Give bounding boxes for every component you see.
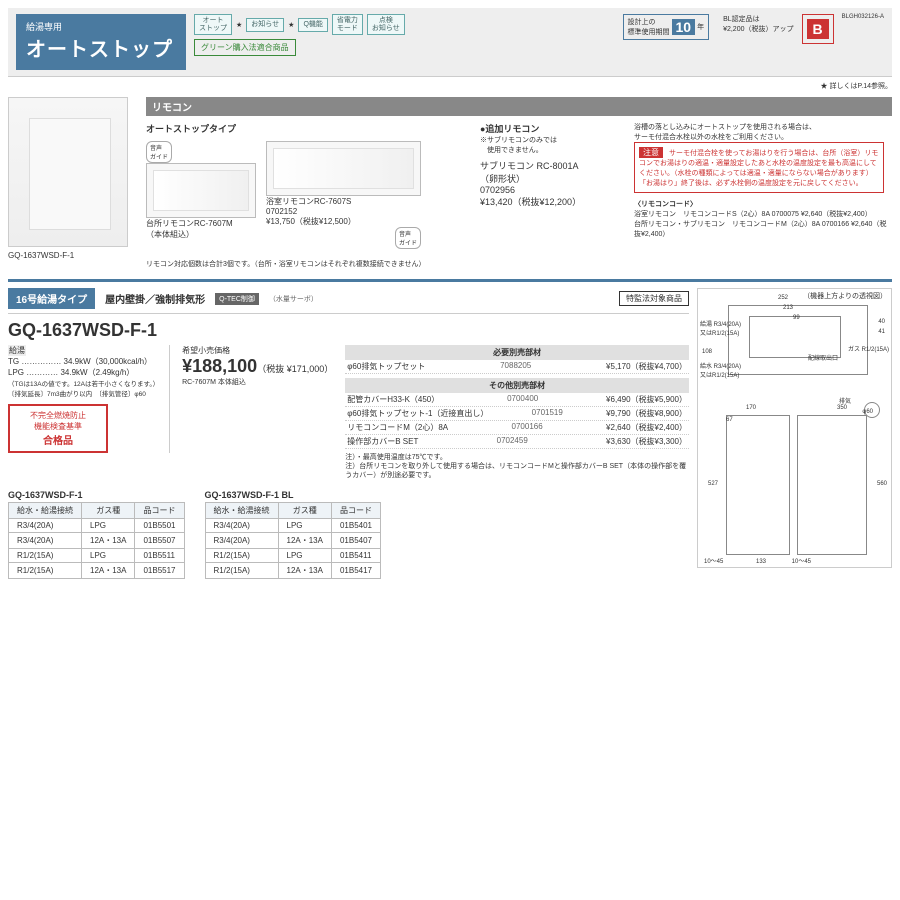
caution-label: 注意 <box>639 147 663 158</box>
bl-price-note: BL認定品は ¥2,200（税抜）アップ <box>723 14 793 34</box>
bl-b-icon: B <box>807 19 829 39</box>
dimension-drawing: （機器上方よりの透視図） 252 213 99 41 40 108 給湯 R3/… <box>697 288 892 568</box>
code-table-2: GQ-1637WSD-F-1 BL 給水・給湯接続ガス種品コードR3/4(20A… <box>205 490 382 579</box>
feature-badge: Q機能 <box>298 18 327 32</box>
bl-code: BLGH032126-A <box>842 14 884 20</box>
table-row: R1/2(15A)12A・13A01B5417 <box>205 563 381 579</box>
option-row: 配管カバーH33-K（450）0700400¥6,490（税抜¥5,900） <box>345 393 689 407</box>
feature-badge: 点検 お知らせ <box>367 14 405 35</box>
gas-spec: 給湯 TG …………… 34.9kW（30,000kcal/h） LPG ………… <box>8 345 170 453</box>
kitchen-remote: 音声 ガイド 台所リモコンRC-7607M （本体組込） <box>146 141 256 249</box>
table-row: R3/4(20A)LPG01B5501 <box>9 519 185 533</box>
bath-remote-image <box>266 141 421 196</box>
design-life-badge: 設計上の 標準使用期間 10 年 <box>623 14 710 40</box>
option-row: φ60排気トップセット-1（近接直出し）0701519¥9,790（税抜¥8,9… <box>345 407 689 421</box>
additional-remote: ●追加リモコン ※サブリモコンのみでは 使用できません。 サブリモコン RC-8… <box>480 122 620 269</box>
remote-type-label: オートストップタイプ <box>146 122 466 135</box>
badge-column: オート ストップ★お知らせ★Q機能省電力 モード点検 お知らせ グリーン購入法適… <box>194 14 405 56</box>
required-options-header: 必要別売部材 <box>345 345 689 360</box>
product-image-block: GQ-1637WSD-F-1 <box>8 97 138 269</box>
voice-guide-icon: 音声 ガイド <box>146 141 172 163</box>
qtec-badge: Q-TEC制御 <box>215 293 259 305</box>
feature-badge: 省電力 モード <box>332 14 363 35</box>
option-row: 操作部カバーB SET0702459¥3,630（税抜¥3,300） <box>345 435 689 449</box>
option-row: φ60排気トップセット7088205¥5,170（税抜¥4,700） <box>345 360 689 374</box>
star-footnote: ★ 詳しくはP.14参照。 <box>8 81 892 91</box>
drop-in-note: 浴槽の落とし込みにオートストップを使用される場合は、 サーモ付混合水栓以外の水栓… <box>634 122 892 142</box>
table-row: R1/2(15A)LPG01B5411 <box>205 549 381 563</box>
bl-mark: B <box>802 14 834 44</box>
table-row: R3/4(20A)12A・13A01B5507 <box>9 533 185 549</box>
option-row: リモコンコードM（2心）8A0700166¥2,640（税抜¥2,400） <box>345 421 689 435</box>
certification-box: 不完全燃焼防止 機能検査基準 合格品 <box>8 404 108 453</box>
side-view <box>797 415 867 555</box>
options-tables: 必要別売部材 φ60排気トップセット7088205¥5,170（税抜¥4,700… <box>345 345 689 480</box>
category-small: 給湯専用 <box>26 20 176 33</box>
table-row: R1/2(15A)12A・13A01B5517 <box>9 563 185 579</box>
options-footnote: 注）台所リモコンを取り外して使用する場合は、リモコンコードMと操作部カバーB S… <box>345 462 689 480</box>
law-badge: 特監法対象商品 <box>619 291 689 306</box>
capacity-tag: 16号給湯タイプ <box>8 288 95 309</box>
code-table-1: GQ-1637WSD-F-1 給水・給湯接続ガス種品コードR3/4(20A)LP… <box>8 490 185 579</box>
feature-badge: お知らせ <box>246 18 284 32</box>
caution-text: サーモ付混合栓を使ってお湯はりを行う場合は、台所（浴室）リモコンでお湯はりの適温… <box>639 150 878 187</box>
voice-guide-icon: 音声 ガイド <box>395 227 421 249</box>
table-row: R3/4(20A)LPG01B5401 <box>205 519 381 533</box>
front-view <box>726 415 790 555</box>
category-title: 給湯専用 オートストップ <box>16 14 186 70</box>
table-row: R1/2(15A)LPG01B5511 <box>9 549 185 563</box>
feature-badge: オート ストップ <box>194 14 232 35</box>
remote-section-header: リモコン <box>146 97 892 116</box>
kitchen-remote-image <box>146 163 256 218</box>
caution-box: 注意 サーモ付混合栓を使ってお湯はりを行う場合は、台所（浴室）リモコンでお湯はり… <box>634 142 884 193</box>
green-purchase-badge: グリーン購入法適合商品 <box>194 39 296 56</box>
header-bar: 給湯専用 オートストップ オート ストップ★お知らせ★Q機能省電力 モード点検 … <box>8 8 892 77</box>
bath-remote: 浴室リモコンRC-7607S 0702152 ¥13,750（税抜¥12,500… <box>266 141 421 249</box>
remote-capacity-note: リモコン対応個数は合計3個です。（台所・浴室リモコンはそれぞれ複数接続できません… <box>146 259 466 269</box>
remote-cord-block: 〈リモコンコード〉 浴室リモコン リモコンコードS（2心）8A 0700075 … <box>634 199 892 239</box>
product-image-caption: GQ-1637WSD-F-1 <box>8 251 138 260</box>
section-divider <box>8 279 892 282</box>
mount-type: 屋内壁掛／強制排気形 <box>105 291 205 306</box>
other-options-header: その他別売部材 <box>345 378 689 393</box>
cord-row: 浴室リモコン リモコンコードS（2心）8A 0700075 ¥2,640（税抜¥… <box>634 209 892 219</box>
price-block: 希望小売価格 ¥188,100（税抜 ¥171,000） RC-7607M 本体… <box>182 345 333 387</box>
table-row: R3/4(20A)12A・13A01B5407 <box>205 533 381 549</box>
price-main: ¥188,100 <box>182 356 257 376</box>
cord-row: 台所リモコン・サブリモコン リモコンコードM（2心）8A 0700166 ¥2,… <box>634 219 892 239</box>
options-footnote: 注）・最高使用温度は75℃です。 <box>345 453 689 462</box>
servo-note: （水量サーボ） <box>269 294 318 304</box>
product-image <box>8 97 128 247</box>
model-number: GQ-1637WSD-F-1 <box>8 320 689 341</box>
category-big: オートストップ <box>26 33 176 62</box>
